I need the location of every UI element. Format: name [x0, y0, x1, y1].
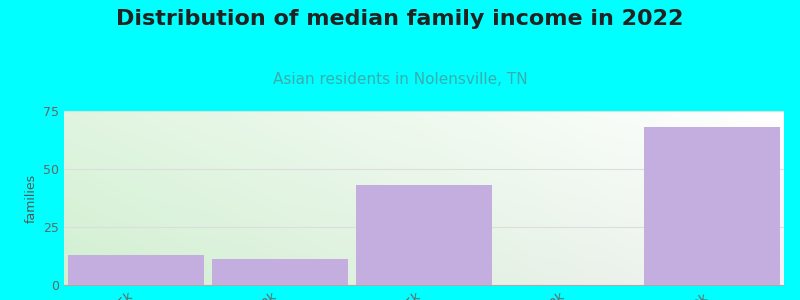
Bar [356, 185, 492, 285]
Bar [211, 260, 349, 285]
Text: Asian residents in Nolensville, TN: Asian residents in Nolensville, TN [273, 72, 527, 87]
Bar [67, 255, 204, 285]
Bar [643, 127, 780, 285]
Y-axis label: families: families [25, 173, 38, 223]
Text: Distribution of median family income in 2022: Distribution of median family income in … [116, 9, 684, 29]
